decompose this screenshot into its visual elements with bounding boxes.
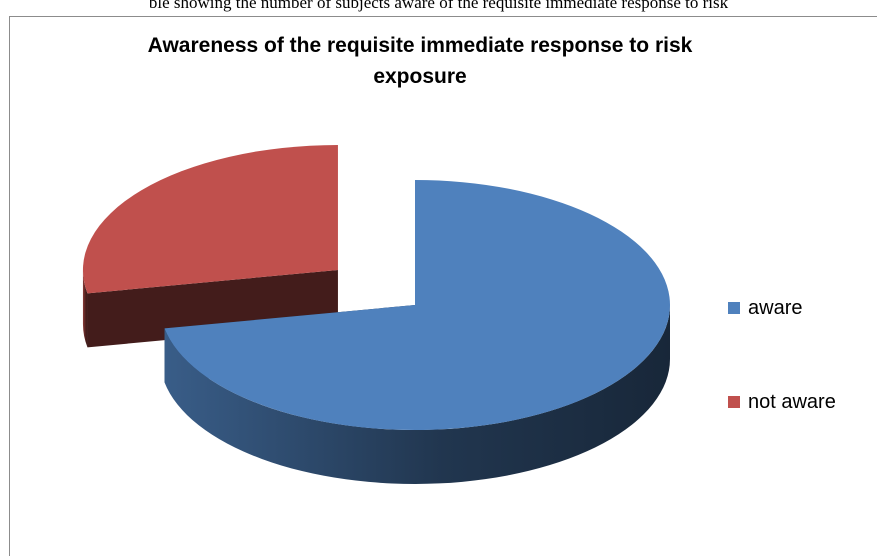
pie-slice-side-aware-0 [164, 305, 670, 484]
legend-swatch-aware [728, 302, 740, 314]
legend-swatch-not-aware [728, 396, 740, 408]
figure-caption: ble showing the number of subjects aware… [148, 0, 729, 12]
chart-area: Awareness of the requisite immediate res… [9, 16, 877, 556]
pie-slice-top-aware [164, 180, 671, 430]
chart-title-line-1: Awareness of the requisite immediate res… [147, 34, 693, 57]
chart-title-line-2: exposure [373, 65, 467, 88]
pie-slice-top-not-aware [82, 144, 338, 294]
pie-slice-aware [164, 180, 671, 484]
pie-slice-side-not-aware-0 [82, 269, 88, 348]
legend-label-aware: aware [748, 297, 803, 319]
legend-label-not-aware: not aware [748, 391, 836, 413]
